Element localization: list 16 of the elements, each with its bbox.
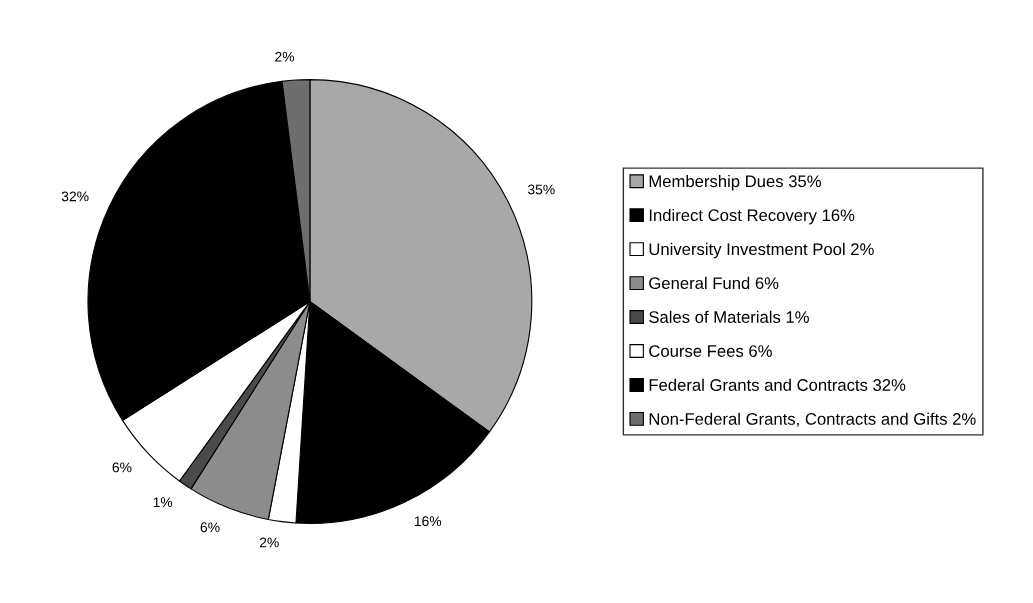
legend-label: Federal Grants and Contracts 32%	[649, 378, 906, 391]
data-label: 6%	[200, 522, 220, 533]
data-label: 35%	[527, 184, 555, 195]
legend-label: Sales of Materials 1%	[649, 310, 809, 323]
data-label: 1%	[153, 497, 173, 508]
legend-label: Indirect Cost Recovery 16%	[649, 208, 855, 225]
legend-label: University Investment Pool 2%	[649, 242, 874, 259]
data-label: 32%	[61, 191, 89, 202]
data-label: 16%	[414, 516, 442, 527]
data-label: 2%	[275, 51, 295, 62]
legend-label: Course Fees 6%	[649, 345, 772, 357]
legend-label: Non-Federal Grants, Contracts and Gifts 2%	[649, 412, 976, 427]
data-label: 2%	[259, 537, 279, 548]
legend-label: Membership Dues 35%	[649, 174, 821, 191]
data-label: 6%	[112, 462, 132, 473]
legend-label: General Fund 6%	[649, 276, 779, 290]
